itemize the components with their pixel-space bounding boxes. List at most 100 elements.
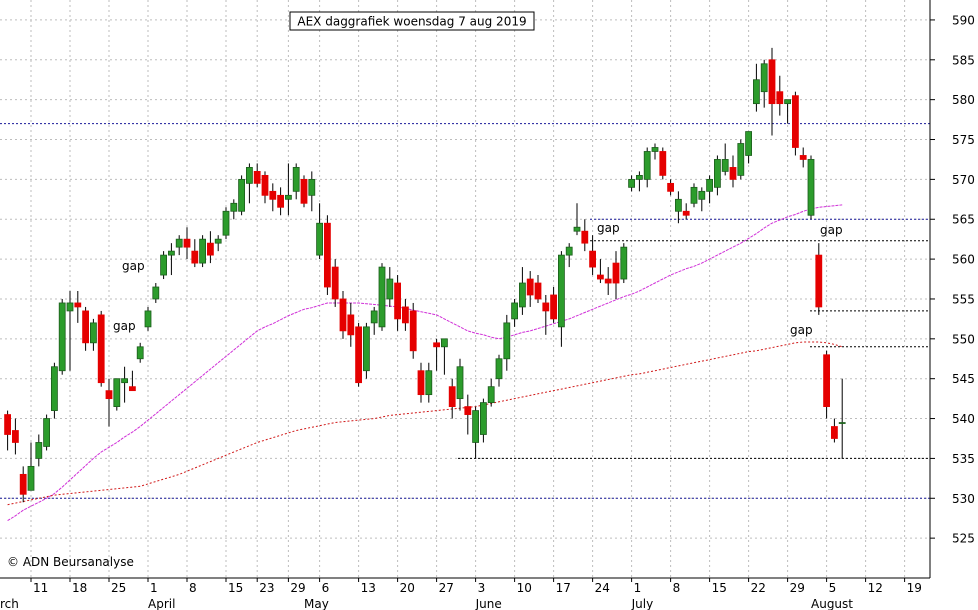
candle-body: [542, 302, 550, 312]
x-tick-label: 29: [290, 581, 305, 595]
source: © ADN Beursanalyse: [7, 555, 134, 569]
y-tick-label: 555: [952, 292, 975, 306]
candle-body: [401, 306, 409, 324]
x-tick-label: 12: [868, 581, 883, 595]
candle-body: [292, 167, 300, 192]
candle-body: [90, 322, 97, 344]
x-tick-label: 1: [150, 581, 158, 595]
y-tick-label: 540: [952, 412, 975, 426]
candle-body: [714, 159, 721, 188]
y-tick-label: 575: [952, 133, 975, 147]
annotation: gap: [122, 259, 145, 273]
candle-body: [121, 378, 128, 384]
x-tick-label: 6: [322, 581, 330, 595]
x-tick-label: 10: [517, 581, 532, 595]
candle-body: [386, 278, 394, 300]
x-tick-label: 8: [189, 581, 197, 595]
candle-body: [253, 171, 261, 184]
candle-body: [97, 314, 105, 384]
candle-body: [191, 250, 199, 264]
candle-body: [27, 465, 35, 491]
candle-body: [675, 198, 682, 212]
candle-body: [300, 178, 308, 204]
candle-body: [433, 342, 441, 348]
candle-body: [456, 366, 464, 400]
x-tick-label: 22: [751, 581, 766, 595]
candle-body: [448, 386, 456, 407]
y-tick-label: 590: [952, 13, 975, 27]
chart-title: AEX daggrafiek woensdag 7 aug 2019: [297, 15, 526, 29]
moving-average: [7, 204, 843, 522]
y-tick-label: 525: [952, 532, 975, 546]
candle-body: [753, 79, 760, 105]
y-tick-label: 560: [952, 253, 975, 267]
candle-body: [589, 250, 596, 268]
candle-body: [113, 378, 121, 407]
candle-body: [729, 167, 737, 180]
x-tick-label: 24: [595, 581, 610, 595]
candle-body: [35, 442, 43, 459]
candle-body: [768, 59, 776, 105]
labels: 5255305355405455505555605655705755805855…: [0, 13, 975, 610]
candle-body: [66, 302, 74, 312]
candle-body: [440, 338, 448, 348]
candle-body: [612, 262, 620, 284]
candle-body: [573, 226, 581, 232]
candle-body: [199, 238, 207, 264]
candle-body: [347, 314, 355, 336]
y-tick-label: 530: [952, 492, 975, 506]
candle-body: [838, 422, 846, 424]
candle-body: [565, 246, 573, 256]
candle-body: [245, 167, 253, 184]
candle-body: [284, 194, 292, 200]
candle-body: [206, 242, 214, 256]
candle-body: [425, 370, 433, 396]
candle-body: [706, 178, 713, 192]
candle-body: [105, 390, 113, 400]
levels: [0, 123, 930, 499]
candle-body: [815, 254, 823, 308]
month-label: July: [631, 597, 654, 610]
candle-body: [58, 302, 66, 372]
candle-body: [152, 286, 160, 300]
candle-body: [136, 346, 144, 360]
x-tick-label: 3: [478, 581, 486, 595]
candle-body: [4, 414, 11, 435]
candle-body: [464, 406, 472, 415]
candle-body: [698, 190, 706, 200]
candle-body: [604, 278, 612, 284]
candle-body: [558, 254, 565, 328]
x-tick-label: 19: [907, 581, 922, 595]
candle-body: [19, 473, 27, 495]
x-tick-label: 25: [111, 581, 126, 595]
candle-body: [581, 230, 589, 244]
month-label: rch: [0, 597, 19, 610]
annotation: gap: [820, 223, 843, 237]
month-label: August: [811, 597, 853, 610]
moving-average: [7, 341, 843, 506]
candle-body: [651, 147, 659, 152]
x-tick-label: 8: [673, 581, 681, 595]
candle-body: [222, 210, 230, 236]
candle-body: [51, 366, 58, 411]
candle-body: [682, 210, 690, 216]
x-tick-label: 17: [556, 581, 571, 595]
candle-body: [534, 282, 542, 300]
candle-body: [43, 418, 50, 447]
candle-body: [784, 99, 791, 105]
candle-body: [526, 278, 534, 296]
candle-body: [316, 222, 324, 256]
candle-body: [74, 302, 82, 308]
candle-body: [721, 159, 729, 172]
candle-body: [167, 250, 175, 256]
candle-body: [659, 151, 667, 176]
x-tick-label: 15: [228, 581, 243, 595]
y-tick-label: 535: [952, 452, 975, 466]
candle-body: [331, 266, 339, 300]
x-tick-label: 15: [712, 581, 727, 595]
x-tick-label: 29: [790, 581, 805, 595]
candle-body: [799, 155, 807, 160]
candle-body: [370, 310, 378, 324]
month-label: May: [304, 597, 329, 610]
